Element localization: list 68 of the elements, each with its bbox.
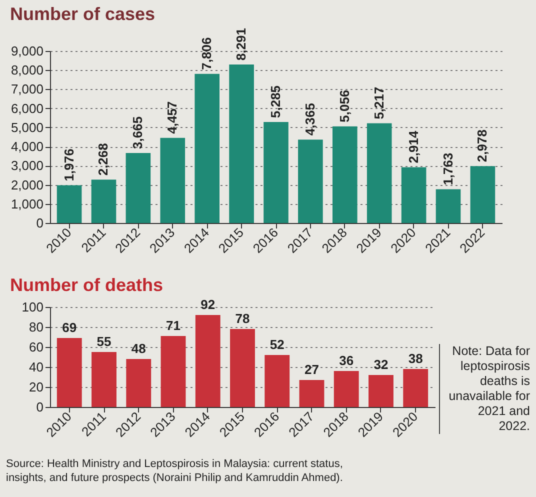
data-label: 27 [304,362,319,377]
data-label: 69 [62,320,77,335]
bar [332,126,358,223]
data-label: 5,285 [268,85,283,118]
bar [401,167,426,223]
y-tick-label: 4,000 [10,139,44,154]
data-label: 7,806 [199,37,214,70]
bar [56,185,82,223]
data-label: 52 [270,337,284,352]
chart-title: Number of deaths [10,275,164,295]
y-tick-label: 3,000 [10,158,44,174]
y-tick-label: 60 [29,340,44,354]
bar [160,138,186,223]
data-label: 4,365 [302,103,318,136]
bar [92,352,116,407]
data-label: 92 [200,297,216,312]
data-label: 1,976 [61,148,76,182]
data-label: 55 [96,334,112,349]
y-tick-label: 1,000 [10,196,44,212]
bar [436,189,461,223]
text: Note: Data for leptospirosis deaths is unavailable for 2021 and 2022. [439,344,530,434]
data-label: 5,056 [336,90,352,122]
data-label: 2,268 [96,143,111,176]
y-tick-label: 5,000 [10,120,44,135]
bar [470,166,496,223]
bar [403,369,428,407]
y-tick-label: 40 [29,360,44,374]
y-tick-label: 8,000 [10,62,44,78]
data-label: 32 [374,357,388,372]
bar [195,315,220,407]
data-label: 71 [166,318,180,333]
y-tick-label: 0 [36,216,44,230]
data-label: 3,665 [130,116,146,149]
data-label: 78 [235,311,250,326]
data-label: 4,457 [164,101,180,134]
bar [368,375,394,407]
bar [194,74,220,223]
bar [160,336,186,407]
y-tick-label: 7,000 [10,82,44,97]
y-tick-label: 6,000 [10,100,44,116]
data-label: 5,217 [371,86,386,120]
y-tick-label: 2,000 [10,177,44,192]
bar [230,329,255,407]
data-label: 8,291 [234,28,249,61]
bar [264,355,290,407]
data-label: 36 [339,353,354,368]
source-note: Source: Health Ministry and Leptospirosis in Malaysia: current status, insights, and future prospects (Noraini Philip and Kamruddin Ahmed). [6,458,344,486]
y-tick-label: 100 [22,300,44,314]
bar [126,152,151,223]
data-label: 2,978 [474,130,490,162]
data-label: 2,914 [406,130,421,164]
bar [299,380,324,407]
y-tick-label: 0 [36,400,44,414]
y-tick-label: 9,000 [10,44,44,58]
y-tick-label: 80 [29,320,44,334]
bar [298,140,323,223]
bar [91,180,116,223]
bar [56,338,82,407]
data-label: 48 [131,341,146,356]
bar [126,359,152,407]
bar [366,123,392,223]
bar [334,371,359,407]
y-tick-label: 20 [29,380,44,394]
bar [264,122,288,223]
data-label: 38 [408,351,423,366]
bar [229,64,254,223]
chart-title: Number of cases [10,4,156,24]
data-label: 1,763 [440,152,456,186]
